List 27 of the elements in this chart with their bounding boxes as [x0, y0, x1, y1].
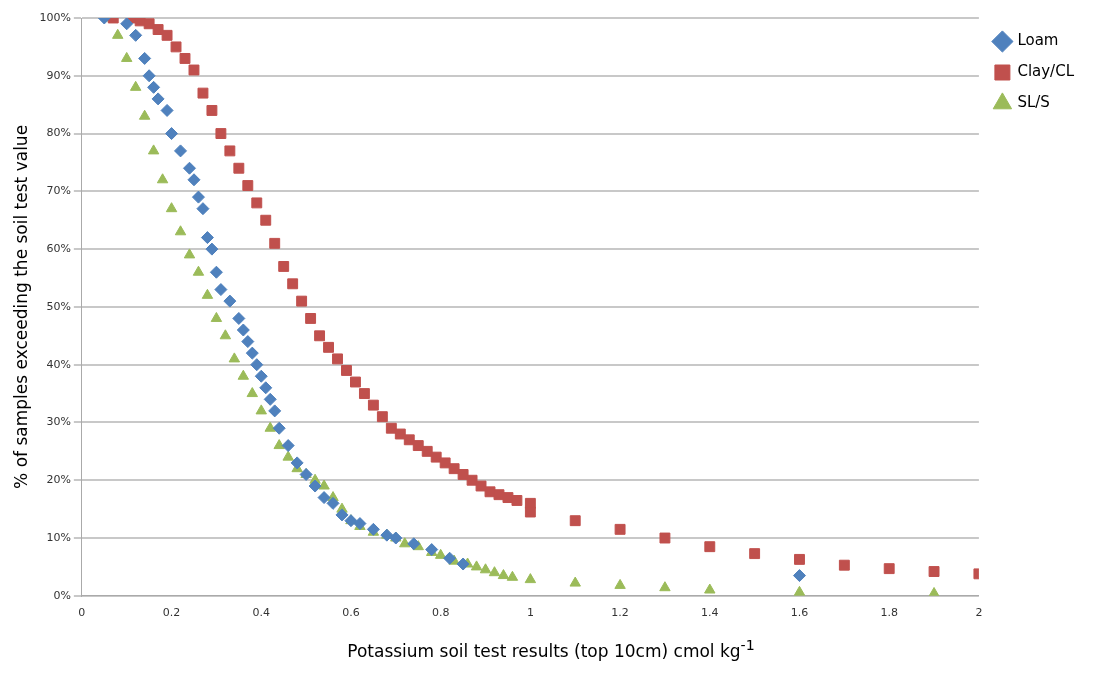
x-tick-label: 1.2	[611, 606, 629, 620]
x-tick-label: 1.4	[701, 606, 719, 620]
x-tick-label: 0.8	[431, 606, 450, 620]
x-tick-label: 0.2	[162, 606, 181, 620]
y-tick-label: 80%	[46, 126, 71, 140]
x-tick-label: 0.4	[252, 606, 271, 620]
y-tick-label: 60%	[46, 241, 71, 255]
y-tick-label: 90%	[46, 68, 71, 82]
y-tick-label: 20%	[46, 473, 71, 487]
legend-label: Clay/CL	[1017, 62, 1075, 81]
y-tick-label: 40%	[46, 357, 71, 371]
legend-label: SL/S	[1017, 93, 1050, 112]
x-tick-label: 2	[975, 606, 983, 620]
y-tick-label: 0%	[53, 588, 71, 602]
y-axis-title: % of samples exceeding the soil test value	[10, 124, 31, 489]
x-tick-label: 0.6	[342, 606, 360, 620]
y-tick-label: 50%	[46, 299, 71, 313]
y-tick-label: 30%	[46, 415, 71, 429]
x-axis-title: Potassium soil test results (top 10cm) cmol kg$^{-1}$	[346, 637, 756, 661]
y-tick-label: 70%	[46, 184, 71, 198]
x-tick-label: 1.8	[880, 606, 898, 620]
legend-label: Loam	[1017, 31, 1059, 50]
x-tick-label: 0	[78, 606, 86, 620]
x-tick-label: 1	[526, 606, 534, 620]
y-tick-label: 100%	[39, 10, 71, 24]
x-tick-label: 1.6	[790, 606, 809, 620]
y-tick-label: 10%	[46, 530, 71, 544]
